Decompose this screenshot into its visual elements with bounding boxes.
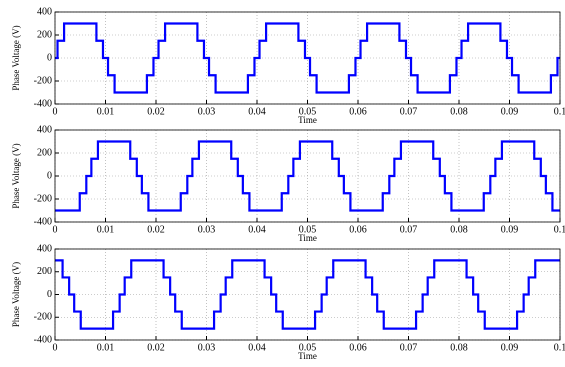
y-tick-label: 400: [37, 243, 52, 254]
x-tick-label: 0.09: [501, 106, 519, 117]
y-tick-label: -400: [34, 216, 52, 227]
x-tick-label: 0.08: [450, 224, 468, 235]
subplot: -400 -200 0 200 400 0 0.01 0.02 0.03 0.04 0.05 0.06…: [11, 243, 565, 361]
x-tick-label: 0.04: [248, 342, 266, 353]
x-tick-label: 0.1: [554, 106, 565, 117]
x-tick-label: 0.03: [198, 224, 216, 235]
voltage-line: [55, 140, 560, 212]
x-axis-label: Time: [298, 115, 317, 125]
y-tick-label: 200: [37, 266, 52, 277]
x-tick-label: 0.05: [299, 342, 317, 353]
voltage-line: [55, 22, 560, 94]
y-tick-label: -200: [34, 193, 52, 204]
x-tick-label: 0.02: [147, 224, 165, 235]
x-tick-label: 0: [53, 106, 58, 117]
x-axis-label: Time: [298, 233, 317, 243]
y-tick-label: -400: [34, 98, 52, 109]
axes-frame: [54, 11, 561, 105]
x-tick-label: 0.06: [349, 106, 367, 117]
y-tick-label: 0: [47, 289, 52, 300]
x-tick-label: 0.02: [147, 106, 165, 117]
x-tick-label: 0: [53, 342, 58, 353]
x-tick-label: 0.04: [248, 224, 266, 235]
y-tick-label: 0: [47, 52, 52, 63]
x-tick-label: 0.04: [248, 106, 266, 117]
x-tick-label: 0.05: [299, 106, 317, 117]
subplot: -400 -200 0 200 400 0 0.01 0.02 0.03 0.04 0.05 0.06…: [11, 124, 565, 243]
y-tick-label: 200: [37, 147, 52, 158]
y-tick-label: 200: [37, 29, 52, 40]
subplot: -400 -200 0 200 400 0 0.01 0.02 0.03 0.04 0.05 0.06…: [11, 6, 565, 125]
x-tick-label: 0.05: [299, 224, 317, 235]
axes-frame: [54, 129, 561, 223]
x-tick-label: 0.07: [400, 106, 418, 117]
axes-frame: [54, 248, 561, 341]
x-tick-label: 0.01: [97, 342, 115, 353]
voltage-line: [55, 259, 560, 330]
x-tick-label: 0.03: [198, 342, 216, 353]
x-tick-label: 0.09: [501, 342, 519, 353]
x-tick-label: 0.03: [198, 106, 216, 117]
y-tick-label: -200: [34, 75, 52, 86]
x-tick-label: 0.01: [97, 106, 115, 117]
x-tick-label: 0.06: [349, 342, 367, 353]
x-tick-label: 0.1: [554, 342, 565, 353]
x-tick-label: 0.1: [554, 224, 565, 235]
y-axis-label: Phase Voltage (V): [11, 25, 21, 90]
y-tick-label: 400: [37, 124, 52, 135]
x-axis-label: Time: [298, 351, 317, 361]
y-tick-label: -400: [34, 334, 52, 345]
x-tick-label: 0.02: [147, 342, 165, 353]
y-axis-label: Phase Voltage (V): [11, 143, 21, 208]
x-tick-label: 0.07: [400, 342, 418, 353]
x-tick-label: 0: [53, 224, 58, 235]
x-tick-label: 0.09: [501, 224, 519, 235]
y-tick-label: 400: [37, 6, 52, 17]
x-tick-label: 0.01: [97, 224, 115, 235]
x-tick-label: 0.08: [450, 342, 468, 353]
y-axis-label: Phase Voltage (V): [11, 262, 21, 327]
x-tick-label: 0.06: [349, 224, 367, 235]
x-tick-label: 0.08: [450, 106, 468, 117]
x-tick-label: 0.07: [400, 224, 418, 235]
y-tick-label: 0: [47, 170, 52, 181]
y-tick-label: -200: [34, 312, 52, 323]
